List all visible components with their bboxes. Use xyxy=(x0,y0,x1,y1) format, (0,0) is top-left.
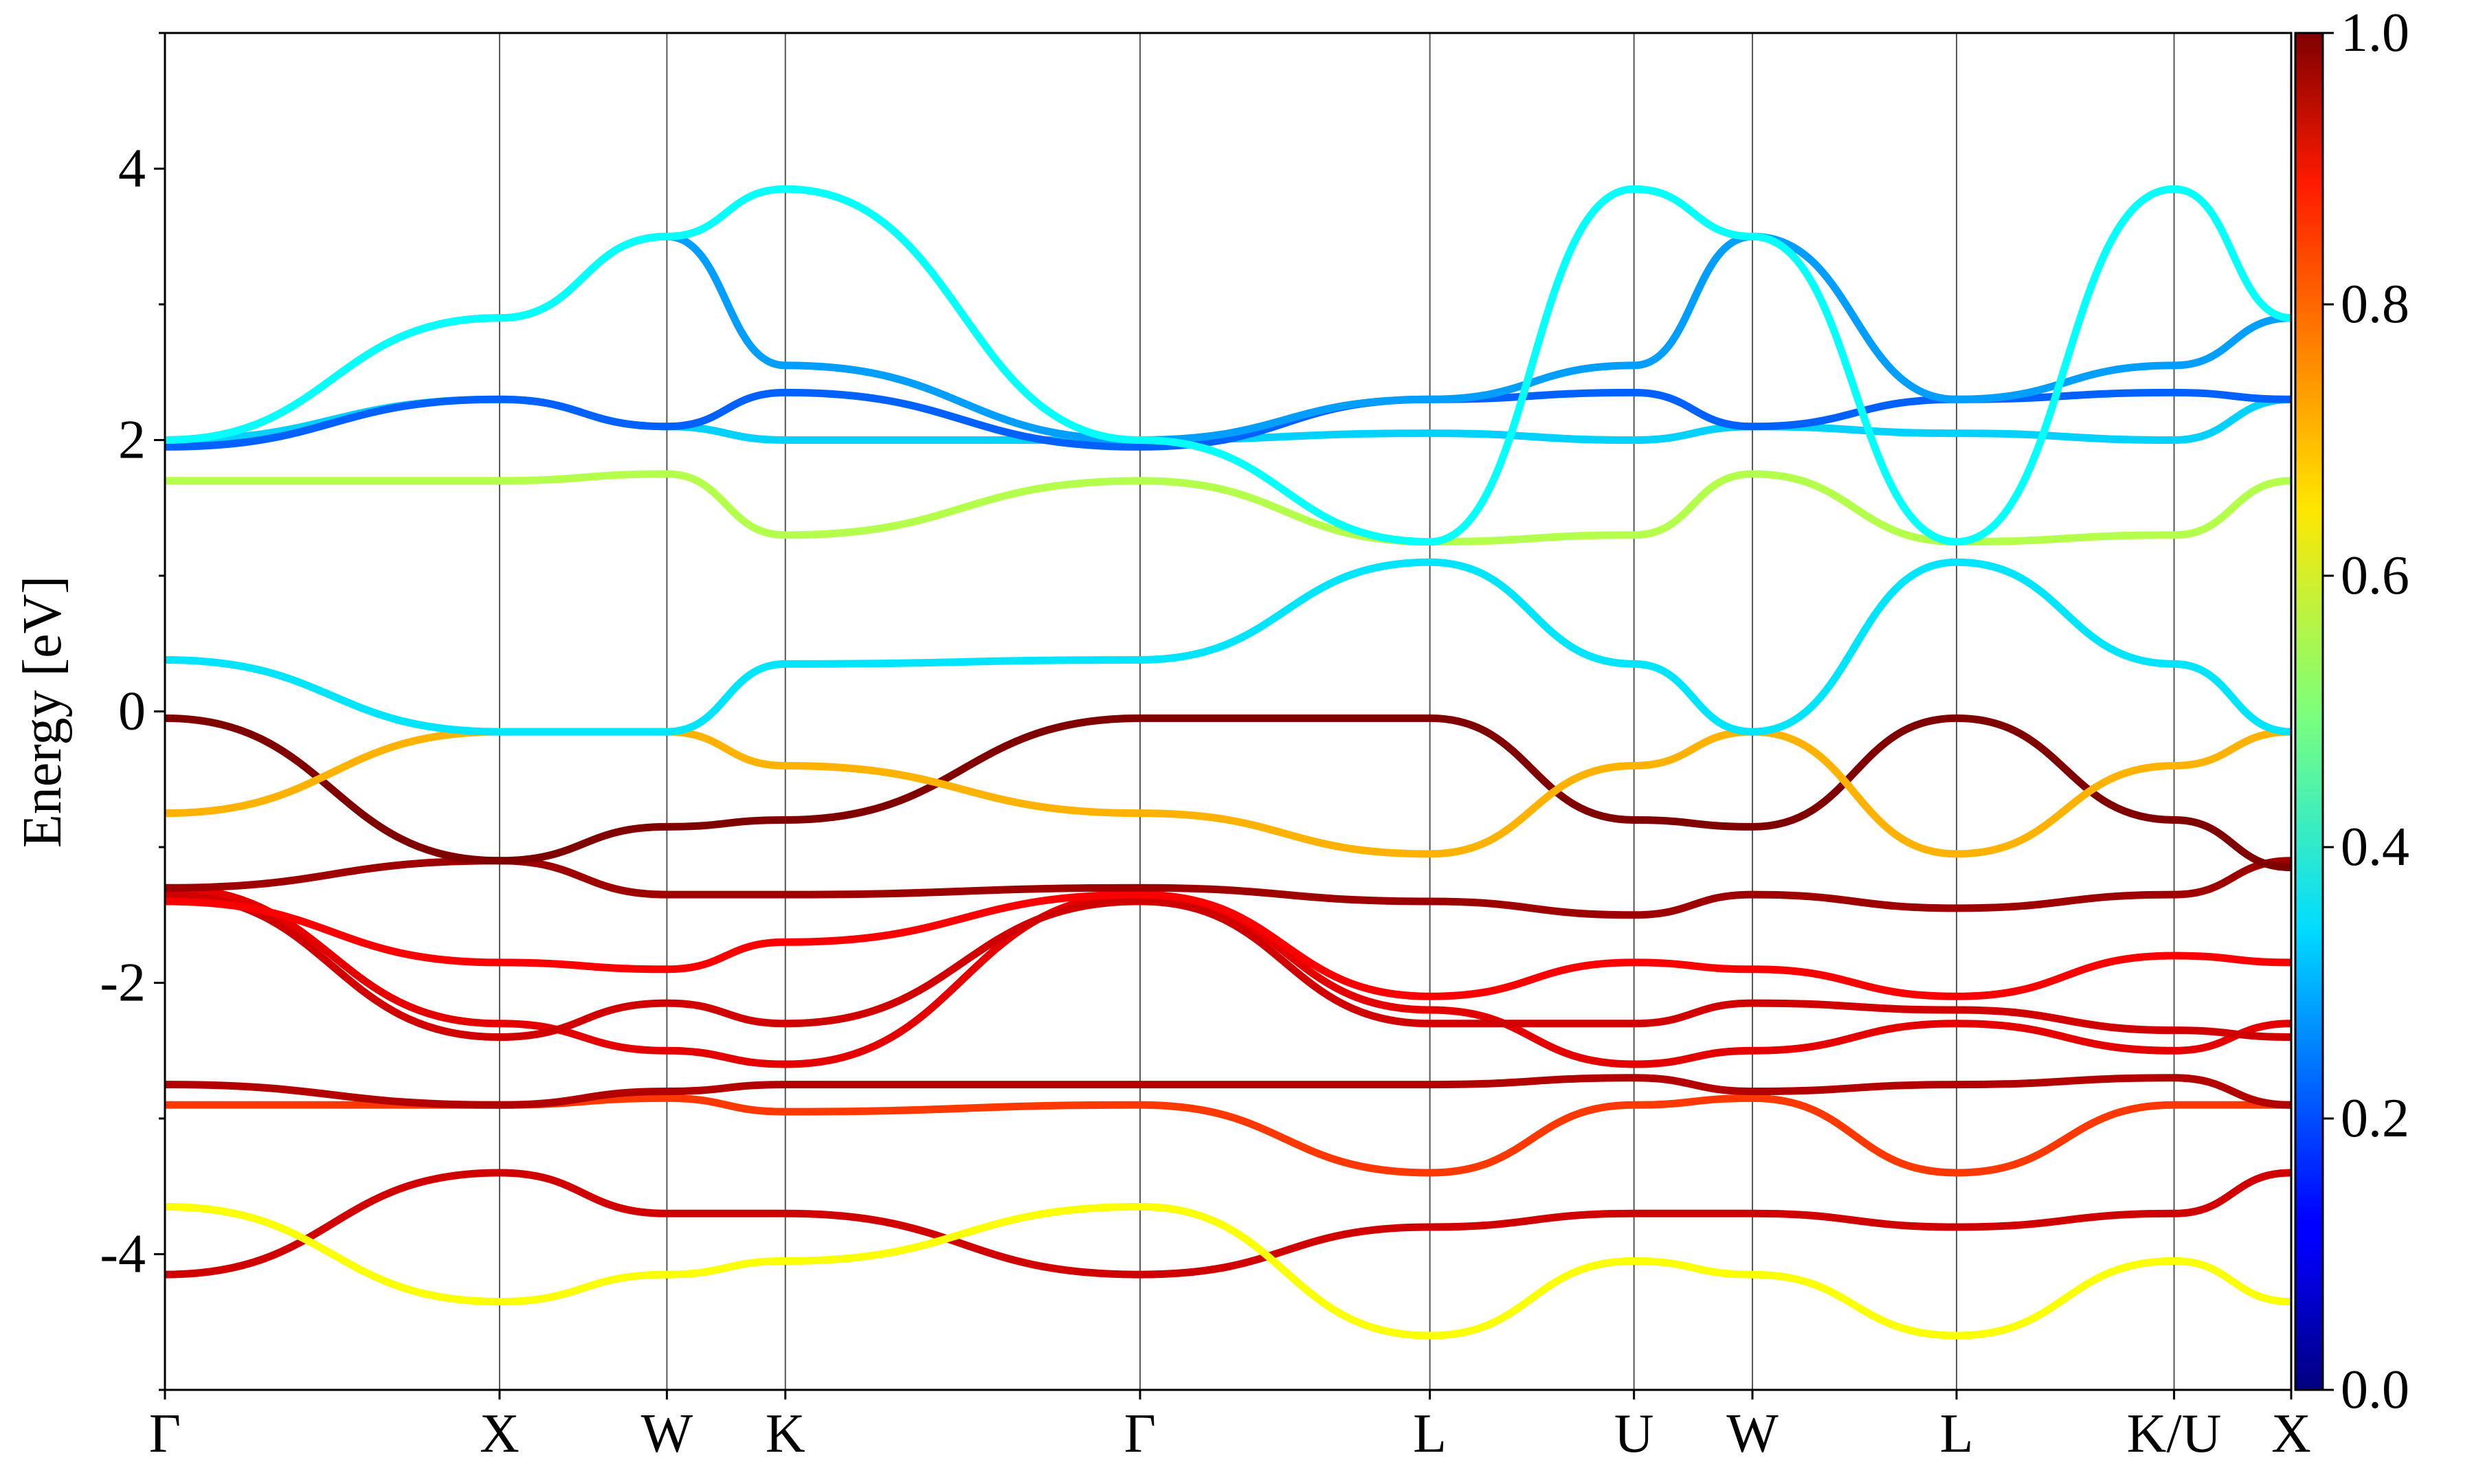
y-axis-label: Energy [eV] xyxy=(12,576,73,848)
x-tick-label: K/U xyxy=(2127,1404,2222,1464)
y-tick-label: -4 xyxy=(100,1224,146,1285)
band-line xyxy=(165,558,2291,736)
band-line xyxy=(165,1074,2291,1109)
x-axis: Γ X W K Γ L U W L K/U X xyxy=(149,1390,2311,1464)
band-line xyxy=(165,714,2291,872)
colorbar-tick-label: 0.2 xyxy=(2341,1088,2409,1149)
x-tick-label: Γ xyxy=(149,1404,181,1464)
x-tick-label: K xyxy=(766,1404,805,1464)
band-line xyxy=(165,884,2291,1068)
high-symmetry-lines xyxy=(498,33,2175,1390)
colorbar-tick-label: 1.0 xyxy=(2341,3,2409,63)
x-tick-label: L xyxy=(1940,1404,1974,1464)
x-tick-label: X xyxy=(480,1404,520,1464)
x-tick-label: W xyxy=(1726,1404,1779,1464)
x-tick-label: W xyxy=(641,1404,693,1464)
colorbar-tick-label: 0.0 xyxy=(2341,1360,2409,1420)
band-line xyxy=(165,1094,2291,1177)
band-line xyxy=(165,890,2291,1000)
colorbar xyxy=(2294,32,2324,1391)
y-tick-label: -2 xyxy=(100,953,146,1013)
x-tick-label: L xyxy=(1413,1404,1447,1464)
colorbar-tick-label: 0.4 xyxy=(2341,817,2409,877)
colorbar-tick-label: 0.8 xyxy=(2341,274,2409,335)
band-lines xyxy=(165,185,2291,1340)
x-tick-label: X xyxy=(2271,1404,2311,1464)
y-axis: -4 -2 0 2 4 xyxy=(100,32,165,1391)
band-line xyxy=(165,470,2291,546)
x-tick-label: U xyxy=(1614,1404,1654,1464)
band-line xyxy=(165,728,2291,858)
y-tick-label: 4 xyxy=(118,139,146,199)
colorbar-tick-label: 0.6 xyxy=(2341,546,2409,606)
band-line xyxy=(165,1202,2291,1340)
plot-frame xyxy=(164,32,2293,1391)
band-line xyxy=(165,857,2291,919)
band-line xyxy=(165,890,2291,1042)
band-line xyxy=(165,185,2291,546)
band-line xyxy=(165,232,2291,445)
y-tick-label: 0 xyxy=(118,682,146,742)
x-tick-label: Γ xyxy=(1124,1404,1156,1464)
band-line xyxy=(165,1169,2291,1279)
y-tick-label: 2 xyxy=(118,410,146,471)
colorbar-ticks: 0.0 0.2 0.4 0.6 0.8 1.0 xyxy=(2323,3,2409,1420)
